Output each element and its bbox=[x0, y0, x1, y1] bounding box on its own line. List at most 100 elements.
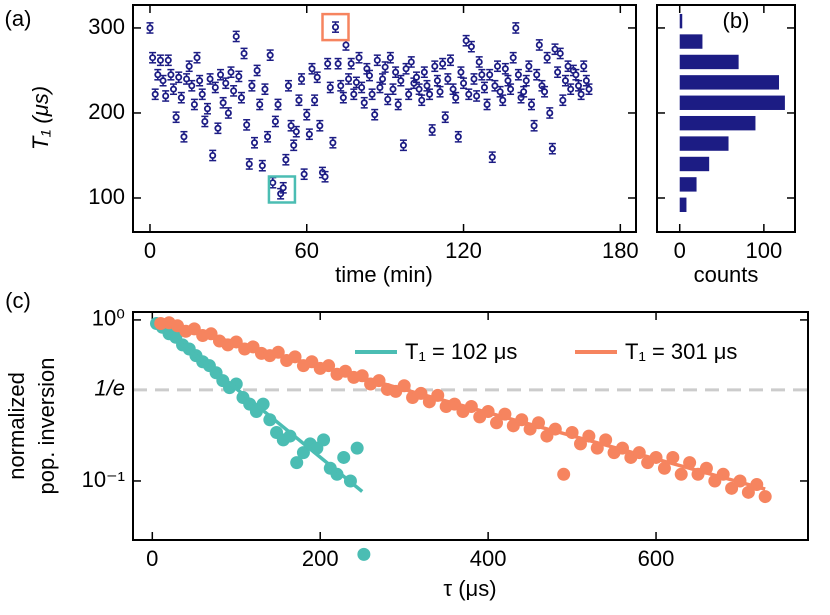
data-point bbox=[329, 139, 337, 147]
axes-frame bbox=[132, 311, 809, 541]
data-point bbox=[209, 151, 217, 159]
data-point bbox=[397, 77, 405, 85]
data-point bbox=[496, 88, 504, 96]
data-point bbox=[300, 170, 308, 178]
data-point bbox=[264, 133, 272, 141]
data-point bbox=[149, 54, 157, 62]
data-point bbox=[507, 85, 515, 93]
data-point bbox=[350, 441, 364, 455]
data-point bbox=[559, 96, 567, 104]
data-point bbox=[224, 109, 232, 117]
data-point bbox=[156, 56, 164, 64]
data-point bbox=[439, 60, 447, 68]
data-point bbox=[512, 24, 520, 32]
data-point bbox=[206, 75, 214, 83]
data-point bbox=[311, 96, 319, 104]
data-point bbox=[436, 88, 444, 96]
data-point bbox=[572, 71, 580, 79]
data-point bbox=[313, 73, 321, 81]
bar bbox=[679, 177, 697, 192]
y-tick-label: 200 bbox=[88, 99, 125, 124]
data-point bbox=[253, 66, 261, 74]
data-point bbox=[457, 68, 465, 76]
data-point bbox=[509, 54, 517, 62]
data-point bbox=[488, 153, 496, 161]
x-tick-label: 180 bbox=[602, 238, 639, 263]
x-tick-label: 120 bbox=[445, 238, 482, 263]
bar bbox=[679, 54, 739, 70]
data-point bbox=[240, 49, 248, 57]
y-tick-label: 100 bbox=[88, 184, 125, 209]
data-point bbox=[283, 429, 297, 443]
data-point bbox=[580, 62, 588, 70]
data-point bbox=[535, 41, 543, 49]
panel-label: (a) bbox=[5, 6, 32, 31]
panel-label: (c) bbox=[5, 288, 31, 313]
highlight-box bbox=[267, 175, 297, 204]
data-point bbox=[410, 79, 418, 87]
data-point bbox=[360, 99, 368, 107]
bar bbox=[679, 156, 710, 172]
data-point bbox=[248, 82, 256, 90]
data-point bbox=[525, 62, 533, 70]
data-point bbox=[345, 75, 353, 83]
data-point bbox=[308, 65, 316, 73]
x-tick-label: 60 bbox=[295, 238, 319, 263]
highlight-box bbox=[321, 12, 350, 42]
data-point bbox=[384, 95, 392, 103]
data-point bbox=[491, 82, 499, 90]
data-point bbox=[332, 23, 340, 31]
x-tick-label: 0 bbox=[146, 546, 158, 571]
data-point bbox=[159, 77, 167, 85]
data-point bbox=[198, 90, 206, 98]
legend-label: T₁ = 102 μs bbox=[405, 339, 517, 364]
bar bbox=[679, 136, 729, 151]
data-point bbox=[193, 54, 201, 62]
data-point bbox=[486, 71, 494, 79]
data-point bbox=[394, 100, 402, 108]
x-tick-label: 100 bbox=[746, 238, 783, 263]
fit-line bbox=[155, 322, 364, 493]
data-point bbox=[365, 72, 373, 80]
data-point bbox=[211, 83, 219, 91]
data-point bbox=[162, 92, 170, 100]
data-point bbox=[232, 32, 240, 40]
data-point bbox=[175, 73, 183, 81]
x-axis-label: time (min) bbox=[335, 262, 433, 287]
data-point bbox=[167, 71, 175, 79]
data-point bbox=[557, 467, 571, 481]
data-point bbox=[567, 85, 575, 93]
data-point bbox=[548, 145, 556, 153]
data-point bbox=[522, 77, 530, 85]
data-point bbox=[501, 65, 509, 73]
data-point bbox=[251, 139, 259, 147]
data-point bbox=[564, 62, 572, 70]
data-point bbox=[554, 68, 562, 76]
data-point bbox=[303, 111, 311, 119]
data-point bbox=[467, 43, 475, 51]
data-point bbox=[290, 141, 298, 149]
data-point bbox=[657, 461, 671, 475]
data-point bbox=[146, 24, 154, 32]
data-point bbox=[725, 481, 739, 495]
data-point bbox=[423, 82, 431, 90]
data-point bbox=[154, 71, 162, 79]
data-point bbox=[433, 77, 441, 85]
bar bbox=[679, 13, 683, 29]
data-point bbox=[279, 184, 287, 192]
data-point bbox=[405, 90, 413, 98]
data-point bbox=[342, 41, 350, 49]
data-point bbox=[337, 82, 345, 90]
data-point bbox=[295, 96, 303, 104]
data-point bbox=[305, 130, 313, 138]
data-point bbox=[326, 83, 334, 91]
data-point bbox=[282, 156, 290, 164]
data-point bbox=[317, 433, 331, 447]
y-axis-label: normalized bbox=[4, 372, 29, 480]
data-point bbox=[538, 82, 546, 90]
x-axis-label: counts bbox=[694, 262, 759, 287]
x-tick-label: 600 bbox=[638, 546, 675, 571]
data-point bbox=[490, 416, 504, 430]
bar bbox=[679, 197, 687, 212]
data-point bbox=[420, 68, 428, 76]
